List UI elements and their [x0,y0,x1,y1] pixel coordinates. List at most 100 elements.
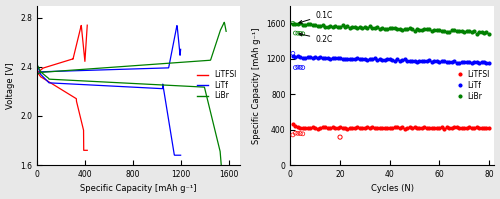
Point [328,25,336,28]
Point [344,25,351,28]
Point [338,58,346,61]
Point [299,32,307,35]
Point [354,56,362,60]
Point [423,126,431,129]
Point [376,58,384,61]
Point [289,52,297,55]
Point [331,57,339,60]
Point [299,66,307,69]
Point [376,27,384,30]
Point [368,58,376,61]
Point [426,59,434,62]
Point [356,127,364,130]
Point [468,61,475,64]
Point [304,126,312,129]
Point [364,59,372,62]
Point [344,128,351,131]
Point [443,30,451,33]
Point [311,56,319,59]
Point [448,29,456,32]
Point [289,133,297,137]
Point [446,60,454,63]
Point [346,58,354,61]
Point [371,127,379,130]
Point [338,24,346,27]
Point [374,58,382,61]
Point [458,126,466,129]
Point [299,132,307,136]
Point [296,32,304,35]
Point [348,57,356,60]
Point [351,127,359,130]
Point [440,29,448,32]
Point [358,26,366,29]
Point [358,57,366,60]
Point [296,132,304,135]
Point [406,126,413,129]
Point [462,30,470,33]
Point [306,23,314,26]
Point [418,126,426,129]
Point [366,24,374,28]
Point [452,126,460,129]
Point [436,60,444,64]
Point [408,59,416,62]
Point [296,56,304,59]
Point [289,55,297,58]
Point [304,22,312,25]
Point [406,59,413,62]
Point [344,57,351,60]
Point [356,25,364,28]
Point [398,28,406,31]
Point [388,26,396,29]
Point [396,27,404,30]
Point [462,127,470,130]
Point [324,25,332,28]
Point [430,29,438,32]
Point [418,29,426,32]
Point [334,25,342,28]
Point [470,126,478,129]
Point [351,25,359,28]
Point [408,27,416,31]
Point [386,58,394,61]
Point [331,126,339,129]
Point [478,60,486,63]
Point [433,59,441,62]
Point [416,126,424,129]
Point [318,57,326,60]
Point [410,29,418,32]
Point [296,126,304,129]
Point [348,25,356,29]
Point [482,31,490,34]
Point [328,56,336,60]
Point [294,132,302,135]
Point [400,28,408,31]
Point [378,58,386,61]
Point [478,31,486,34]
Point [452,61,460,64]
Y-axis label: Specific Capacity [mAh g⁻¹]: Specific Capacity [mAh g⁻¹] [252,27,260,143]
Point [438,126,446,129]
Point [455,61,463,64]
Point [321,126,329,129]
Point [308,126,316,129]
Point [302,23,310,26]
Point [316,56,324,59]
Point [371,57,379,60]
Point [289,123,297,126]
Point [346,126,354,130]
Point [446,30,454,33]
Point [354,126,362,129]
Point [390,27,398,30]
Point [294,32,302,35]
Point [393,58,401,61]
Point [426,126,434,130]
Point [336,26,344,29]
Point [448,60,456,63]
Point [308,56,316,60]
Point [294,22,302,25]
Point [326,24,334,28]
Point [356,57,364,60]
Point [324,57,332,60]
